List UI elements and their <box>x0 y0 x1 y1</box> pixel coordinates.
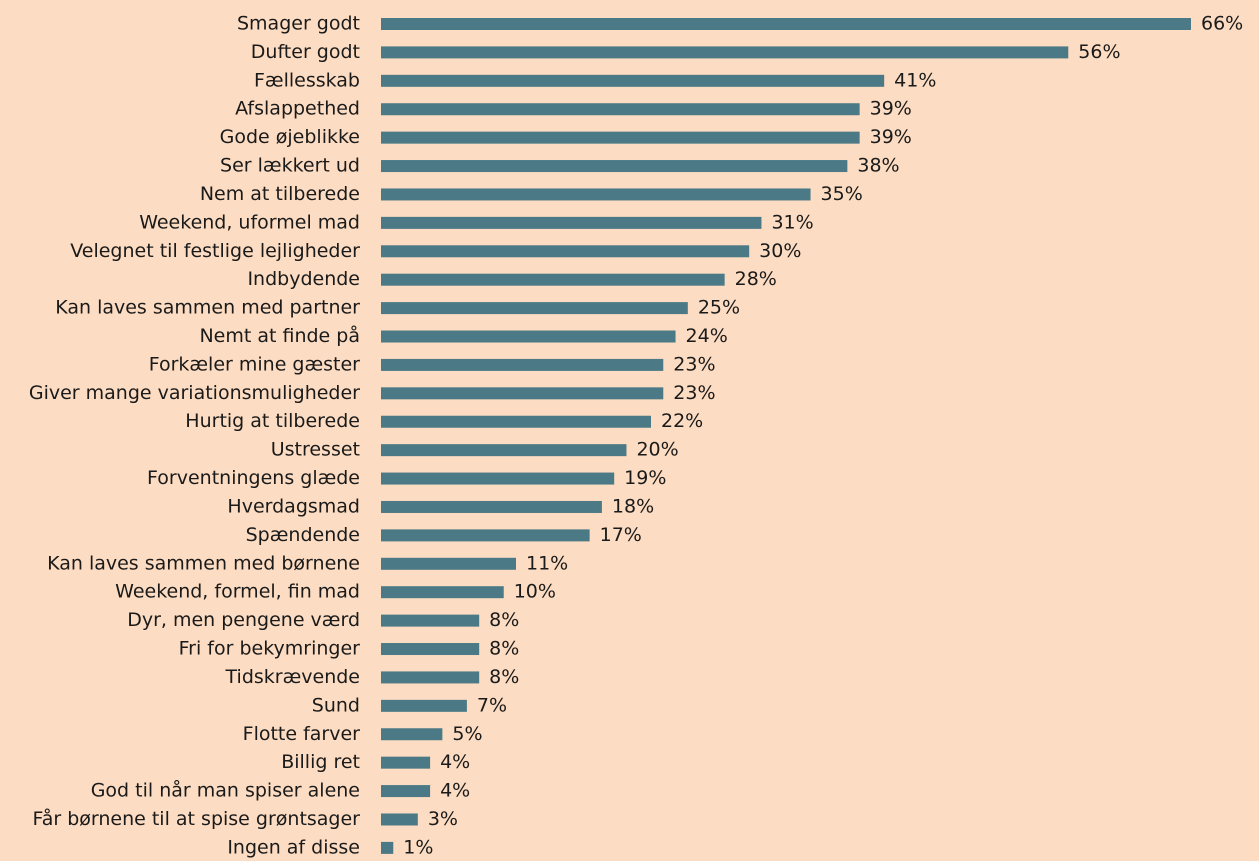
bar <box>381 103 860 116</box>
bar <box>381 813 418 826</box>
value-label: 56% <box>1078 41 1120 63</box>
category-label: Hverdagsmad <box>227 495 360 517</box>
category-label: Ustresset <box>271 439 360 461</box>
bar <box>381 302 688 315</box>
category-label: Weekend, formel, fin mad <box>115 581 360 603</box>
value-label: 19% <box>624 467 666 489</box>
category-label: Spændende <box>246 524 360 546</box>
value-label: 17% <box>600 524 642 546</box>
value-label: 35% <box>821 183 863 205</box>
category-label: Kan laves sammen med børnene <box>47 552 360 574</box>
bar <box>381 728 443 741</box>
bar <box>381 245 750 258</box>
bar <box>381 160 848 173</box>
bar <box>381 643 480 656</box>
bar <box>381 46 1069 59</box>
value-label: 39% <box>870 98 912 120</box>
value-label: 23% <box>673 382 715 404</box>
value-label: 1% <box>403 836 433 858</box>
bar <box>381 699 467 712</box>
category-label: God til når man spiser alene <box>91 779 360 802</box>
value-label: 10% <box>514 581 556 603</box>
value-label: 39% <box>870 126 912 148</box>
bar <box>381 330 676 343</box>
category-label: Flotte farver <box>243 723 361 745</box>
category-label: Hurtig at tilberede <box>185 410 360 432</box>
value-label: 66% <box>1201 13 1243 35</box>
value-label: 25% <box>698 297 740 319</box>
bar <box>381 216 762 229</box>
bar <box>381 472 615 485</box>
value-label: 30% <box>759 240 801 262</box>
bar <box>381 131 860 144</box>
value-label: 23% <box>673 353 715 375</box>
category-label: Billig ret <box>281 751 360 773</box>
category-label: Sund <box>312 694 360 716</box>
bar <box>381 785 431 798</box>
value-label: 28% <box>735 268 777 290</box>
category-label: Afslappethed <box>235 98 360 120</box>
category-label: Nemt at finde på <box>199 324 360 347</box>
bar <box>381 188 811 201</box>
category-label: Ingen af disse <box>227 836 360 858</box>
bar <box>381 415 651 428</box>
value-label: 5% <box>452 723 482 745</box>
value-label: 8% <box>489 666 519 688</box>
bar <box>381 529 590 542</box>
category-label: Forkæler mine gæster <box>149 353 360 375</box>
category-label: Forventningens glæde <box>147 467 360 489</box>
bar <box>381 756 431 769</box>
value-label: 24% <box>686 325 728 347</box>
category-label: Weekend, uformel mad <box>139 211 360 233</box>
value-label: 4% <box>440 751 470 773</box>
bar <box>381 586 504 599</box>
bar <box>381 18 1191 30</box>
category-label: Giver mange variationsmuligheder <box>29 382 360 404</box>
category-label: Velegnet til festlige lejligheder <box>70 240 360 262</box>
bar <box>381 614 480 627</box>
value-label: 8% <box>489 638 519 660</box>
value-label: 18% <box>612 495 654 517</box>
value-label: 7% <box>477 694 507 716</box>
bar <box>381 841 394 854</box>
value-label: 20% <box>636 439 678 461</box>
bar <box>381 444 627 457</box>
category-label: Tidskrævende <box>225 666 360 688</box>
value-label: 41% <box>894 69 936 91</box>
value-label: 4% <box>440 780 470 802</box>
bar <box>381 273 725 286</box>
category-label: Indbydende <box>247 268 360 290</box>
value-label: 3% <box>428 808 458 830</box>
category-label: Fællesskab <box>254 69 360 91</box>
value-label: 38% <box>857 155 899 177</box>
bar <box>381 500 602 513</box>
bar <box>381 74 885 87</box>
value-label: 8% <box>489 609 519 631</box>
category-label: Kan laves sammen med partner <box>55 297 360 319</box>
category-label: Dyr, men pengene værd <box>127 609 360 631</box>
value-label: 22% <box>661 410 703 432</box>
bar <box>381 557 516 570</box>
category-label: Dufter godt <box>251 41 360 63</box>
category-label: Smager godt <box>237 13 360 35</box>
value-label: 31% <box>771 211 813 233</box>
bar <box>381 358 664 371</box>
category-label: Nem at tilberede <box>200 183 360 205</box>
category-label: Fri for bekymringer <box>179 638 361 660</box>
bar <box>381 671 480 684</box>
bar <box>381 387 664 400</box>
category-label: Får børnene til at spise grøntsager <box>33 807 361 830</box>
category-label: Ser lækkert ud <box>220 155 360 177</box>
category-label: Gode øjeblikke <box>220 126 360 148</box>
value-label: 11% <box>526 552 568 574</box>
